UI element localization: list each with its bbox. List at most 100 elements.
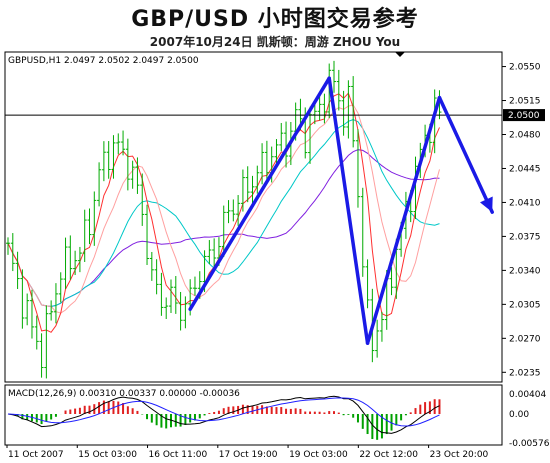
trend-arrow-line [188, 76, 331, 311]
candle-bar [375, 319, 380, 358]
candle-bar [413, 156, 418, 220]
y-tick-label: 2.0445 [509, 164, 541, 174]
candle-bar [53, 283, 58, 324]
price-panel [4, 51, 503, 383]
ma-cyan-line [7, 119, 440, 308]
candle-bar [379, 311, 384, 342]
y-tick-label: 2.0550 [509, 63, 541, 73]
candle-bar [365, 259, 370, 309]
candle-bar [332, 60, 336, 93]
candle-bar [207, 240, 212, 265]
candle-bar [432, 89, 437, 154]
candle-bar [250, 175, 255, 204]
candle-bar [68, 235, 73, 280]
candle-bar [6, 237, 10, 255]
candle-bar [245, 166, 250, 203]
candle-bar [169, 279, 173, 314]
y-tick-label: 2.0375 [509, 232, 541, 242]
price-info-label: GBPUSD,H1 2.0497 2.0502 2.0497 2.0500 [8, 56, 199, 66]
x-tick-label: 23 Oct 20:00 [430, 450, 489, 460]
candle-bar [173, 276, 178, 314]
candle-bar [226, 200, 231, 224]
candle-bar [92, 191, 97, 246]
y-tick-label: 2.0270 [509, 334, 541, 344]
candle-bar [58, 272, 63, 303]
candle-bar [240, 169, 245, 212]
chart-title: GBP/USD 小时图交易参考 [131, 7, 419, 32]
current-price-box [503, 109, 545, 122]
candle-bar [260, 143, 265, 185]
candle-bar [284, 121, 289, 168]
candle-bar [336, 69, 341, 111]
macd-y-tick-label: 0.00404 [509, 390, 546, 400]
y-tick-label: 2.0480 [509, 131, 541, 141]
candle-bar [101, 141, 106, 182]
candle-bar [178, 291, 183, 331]
candle-bar [159, 272, 164, 316]
chart-subtitle: 2007年10月24日 凯斯顿：周游 ZHOU You [149, 35, 401, 49]
trend-arrow-line [327, 76, 370, 345]
candle-bar [25, 293, 30, 326]
candle-bar [360, 187, 365, 277]
candle-bar [355, 129, 360, 208]
candle-bar [192, 276, 197, 296]
candle-bar [279, 122, 284, 152]
candle-bar [145, 204, 150, 265]
candle-bar [351, 76, 356, 148]
current-price-label: 2.0500 [508, 111, 540, 121]
candle-bar [140, 173, 145, 226]
candle-bar [97, 162, 102, 207]
x-tick-label: 17 Oct 19:00 [219, 450, 278, 460]
candle-bar [164, 297, 169, 320]
y-tick-label: 2.0235 [509, 368, 541, 378]
candle-bar [327, 63, 332, 119]
candle-bar [106, 141, 111, 179]
candle-bar [135, 157, 140, 194]
candle-bar [130, 160, 135, 189]
candle-bar [29, 289, 34, 339]
candle-bar [236, 195, 241, 226]
macd-y-tick-label: 0.00 [509, 410, 529, 420]
candle-bar [341, 90, 346, 136]
x-tick-label: 22 Oct 12:00 [359, 450, 418, 460]
candle-bar [116, 133, 121, 155]
candle-bar [264, 140, 269, 182]
candle-bar [49, 300, 54, 321]
candle-bar [111, 135, 116, 179]
candle-bar [125, 138, 130, 191]
x-tick-label: 15 Oct 03:00 [78, 450, 137, 460]
candle-bar [154, 259, 159, 295]
candle-bar [44, 305, 49, 379]
candle-bar [20, 269, 25, 329]
candle-bar [221, 205, 226, 257]
y-tick-label: 2.0305 [509, 300, 541, 310]
candle-bar [34, 315, 39, 350]
trend-arrow-line [437, 95, 494, 214]
candle-bar [73, 250, 78, 276]
ma-pink-line [7, 104, 440, 314]
candle-bar [10, 233, 15, 272]
macd-panel [4, 384, 503, 446]
candle-bar [212, 238, 217, 270]
macd-line [7, 395, 440, 434]
y-tick-label: 2.0340 [509, 266, 541, 276]
candle-bar [15, 251, 20, 289]
candle-bar [346, 80, 351, 139]
macd-y-tick-label: -0.00576 [509, 439, 550, 449]
candle-bar [322, 93, 327, 124]
trend-arrow-line [365, 95, 442, 345]
candle-bar [87, 208, 92, 245]
candle-bar [149, 251, 154, 281]
y-tick-label: 2.0410 [509, 198, 541, 208]
candle-bar [255, 165, 260, 194]
scroll-marker-icon [395, 52, 405, 57]
candle-bar [389, 267, 394, 296]
x-tick-label: 16 Oct 11:00 [149, 450, 208, 460]
candle-bar [121, 130, 126, 156]
candle-bar [82, 209, 87, 262]
y-tick-label: 2.0515 [509, 97, 541, 107]
x-tick-label: 11 Oct 2007 [8, 450, 64, 460]
candle-bar [77, 246, 82, 273]
arrowhead-icon [479, 196, 493, 213]
